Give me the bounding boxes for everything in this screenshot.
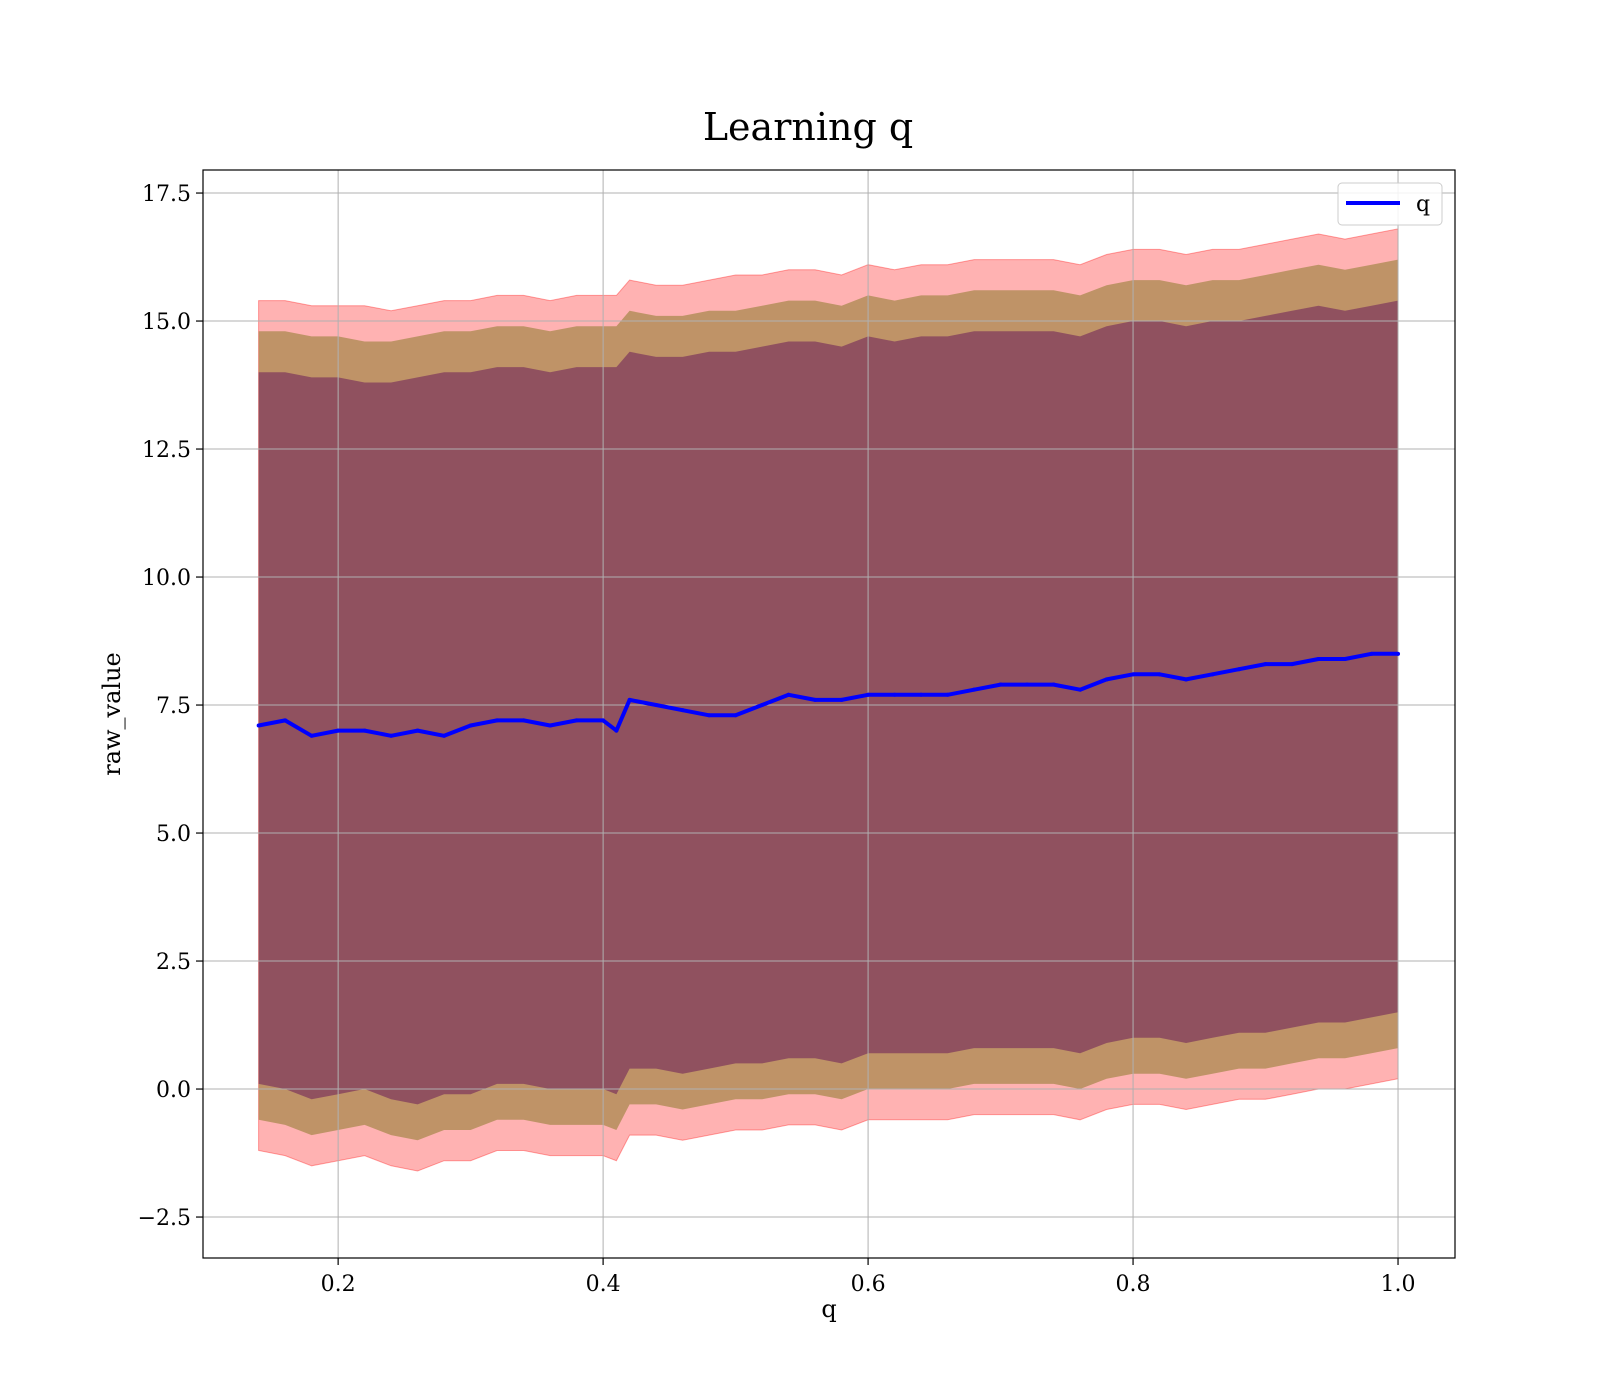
data-point bbox=[786, 692, 791, 697]
data-point bbox=[1237, 667, 1242, 672]
y-tick-label: 10.0 bbox=[142, 566, 191, 591]
y-tick-label: 5.0 bbox=[156, 822, 191, 847]
data-point bbox=[1369, 651, 1374, 656]
plot-frame bbox=[202, 169, 1456, 1259]
data-point bbox=[813, 697, 818, 702]
x-axis-ticks: 0.2 0.4 0.6 0.8 1.0 bbox=[321, 1258, 1416, 1297]
data-point bbox=[1184, 677, 1189, 682]
x-tick-label: 0.4 bbox=[586, 1272, 621, 1297]
data-point bbox=[614, 728, 619, 733]
data-point bbox=[839, 697, 844, 702]
y-axis-label: raw_value bbox=[98, 652, 126, 776]
data-point bbox=[1290, 662, 1295, 667]
inner-band bbox=[258, 300, 1399, 1105]
data-point bbox=[521, 718, 526, 723]
data-point bbox=[1104, 677, 1109, 682]
data-point bbox=[1131, 672, 1136, 677]
data-point bbox=[707, 713, 712, 718]
data-point bbox=[468, 723, 473, 728]
data-point bbox=[336, 728, 341, 733]
legend: q bbox=[1337, 182, 1443, 226]
data-point bbox=[548, 723, 553, 728]
chart-title: Learning q bbox=[703, 105, 913, 149]
grid bbox=[203, 170, 1455, 1258]
x-tick-label: 0.2 bbox=[321, 1272, 356, 1297]
data-point bbox=[733, 713, 738, 718]
data-point bbox=[627, 697, 632, 702]
data-point bbox=[919, 692, 924, 697]
data-point bbox=[1396, 651, 1401, 656]
data-point bbox=[362, 728, 367, 733]
data-point bbox=[680, 708, 685, 713]
data-point bbox=[866, 692, 871, 697]
data-point bbox=[442, 733, 447, 738]
data-point bbox=[495, 718, 500, 723]
data-point bbox=[998, 682, 1003, 687]
data-point bbox=[309, 733, 314, 738]
data-point bbox=[972, 687, 977, 692]
data-point bbox=[892, 692, 897, 697]
data-point bbox=[654, 703, 659, 708]
data-point bbox=[760, 703, 765, 708]
data-point bbox=[389, 733, 394, 738]
data-point bbox=[1343, 656, 1348, 661]
x-tick-label: 1.0 bbox=[1381, 1272, 1416, 1297]
data-point bbox=[1157, 672, 1162, 677]
data-point bbox=[415, 728, 420, 733]
y-tick-label: 7.5 bbox=[156, 694, 191, 719]
data-point bbox=[945, 692, 950, 697]
data-point bbox=[1078, 687, 1083, 692]
data-point bbox=[1025, 682, 1030, 687]
legend-label-q: q bbox=[1416, 192, 1430, 217]
data-point bbox=[283, 718, 288, 723]
y-tick-label: 15.0 bbox=[142, 310, 191, 335]
data-point bbox=[601, 718, 606, 723]
y-axis-ticks: −2.5 0.0 2.5 5.0 7.5 10.0 12.5 15.0 17.5 bbox=[138, 182, 203, 1231]
data-point bbox=[1316, 656, 1321, 661]
y-tick-label: −2.5 bbox=[138, 1206, 191, 1231]
y-tick-label: 17.5 bbox=[142, 182, 191, 207]
series-line-group bbox=[256, 651, 1401, 738]
data-point bbox=[1210, 672, 1215, 677]
data-point bbox=[1263, 662, 1268, 667]
data-point bbox=[256, 723, 261, 728]
x-tick-label: 0.8 bbox=[1116, 1272, 1151, 1297]
x-tick-label: 0.6 bbox=[851, 1272, 886, 1297]
data-point bbox=[574, 718, 579, 723]
x-axis-label: q bbox=[821, 1295, 836, 1323]
y-tick-label: 0.0 bbox=[156, 1078, 191, 1103]
y-tick-label: 12.5 bbox=[142, 438, 191, 463]
y-tick-label: 2.5 bbox=[156, 950, 191, 975]
data-point bbox=[1051, 682, 1056, 687]
